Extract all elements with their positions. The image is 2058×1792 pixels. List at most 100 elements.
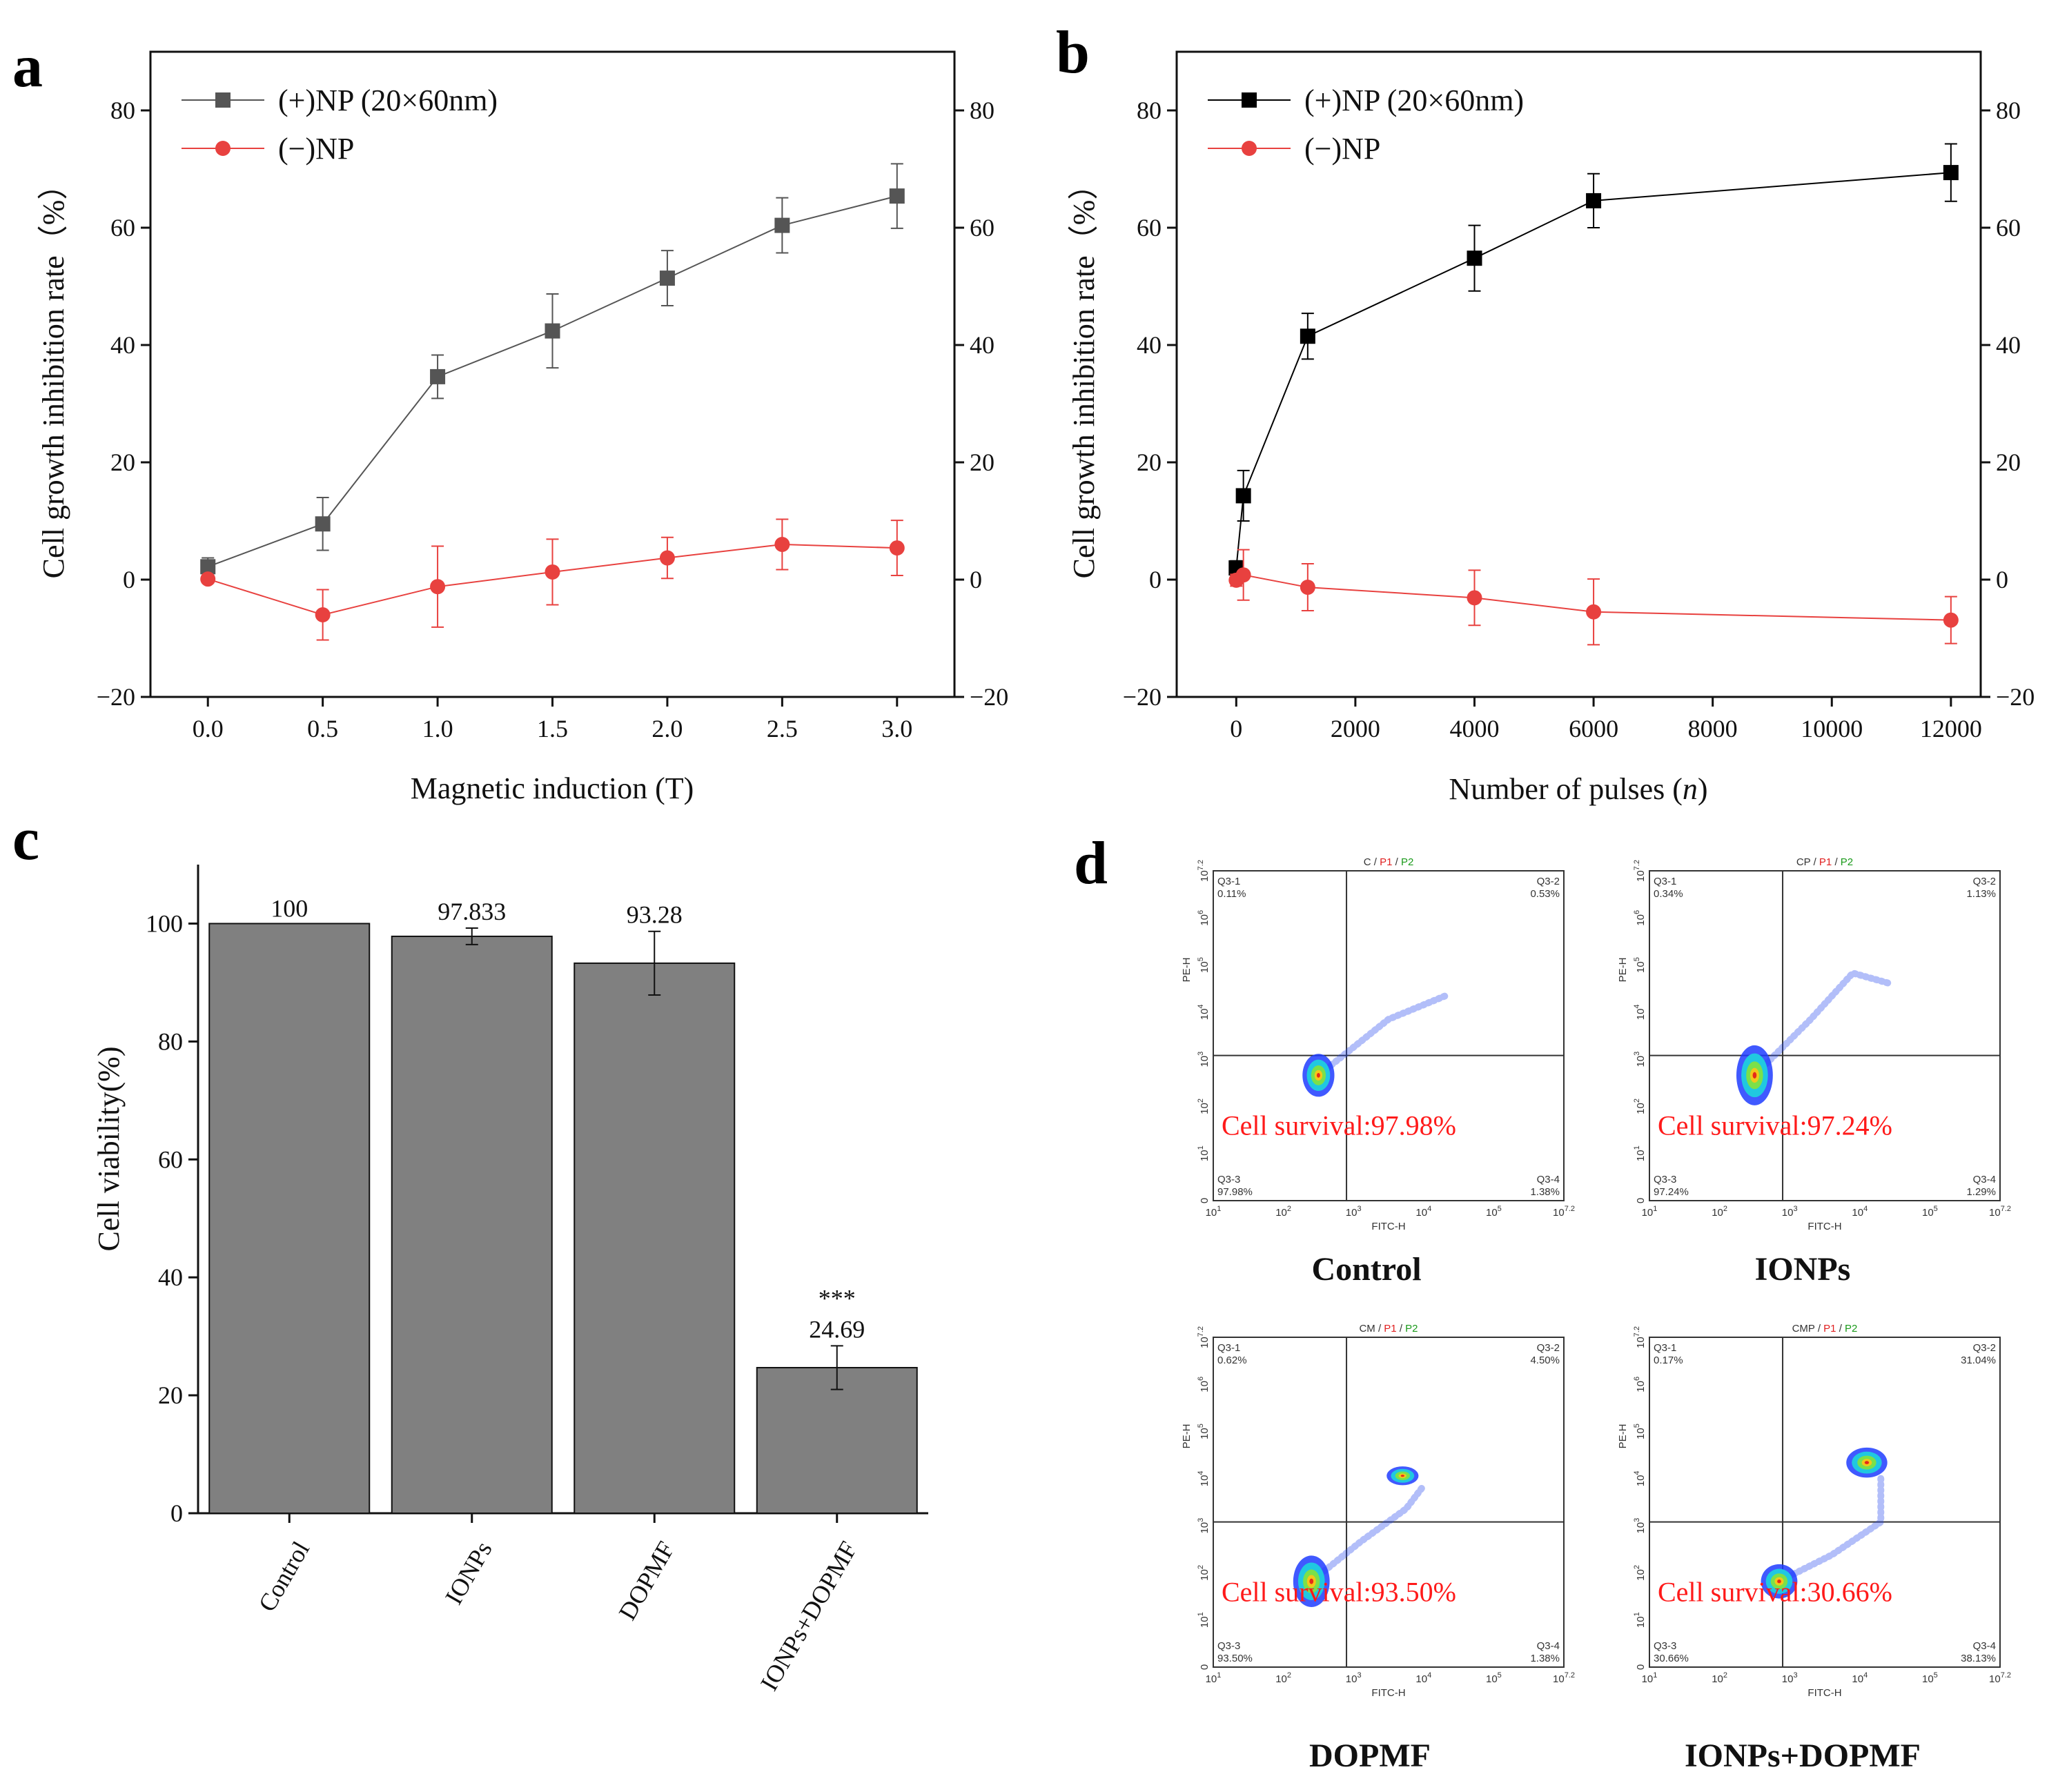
flow-y-tick-base: 10 [1635, 1616, 1647, 1628]
data-point [1586, 193, 1602, 208]
y-tick-label-right: 60 [970, 214, 994, 242]
series-line [1235, 172, 1951, 569]
flow-x-tick-exp: 7.2 [1565, 1671, 1575, 1680]
flow-x-tick-base: 10 [1782, 1207, 1794, 1219]
flow-x-tick-base: 10 [1415, 1207, 1427, 1219]
flow-y-tick-base: 10 [1199, 1337, 1211, 1348]
flow-x-tick-label: 104 [1415, 1205, 1431, 1219]
chart-b-xlabel: Number of pulses (n) [1449, 772, 1707, 806]
flow-x-tick-base: 10 [1852, 1673, 1863, 1685]
flow-x-tick-exp: 1 [1653, 1205, 1657, 1213]
quadrant-q2-label: Q3-2 [1537, 1342, 1560, 1354]
y-tick-label: 0 [170, 1499, 183, 1527]
flow-y-tick-base: 10 [1199, 1475, 1211, 1487]
data-point [545, 323, 560, 339]
data-point [1943, 165, 1959, 181]
cell-survival-label: Cell survival:97.24% [1658, 1110, 1892, 1141]
quadrant-q3-label: Q3-3 [1654, 1174, 1676, 1185]
flow-y-tick-exp: 1 [1633, 1145, 1641, 1150]
flow-y-tick-base: 10 [1199, 1569, 1211, 1581]
quadrant-q2-value: 1.13% [1966, 888, 1996, 900]
flow-y-tick-label: 104 [1633, 1470, 1647, 1486]
flow-x-tick-label: 107.2 [1989, 1205, 2011, 1219]
flow-y-tick-base: 10 [1635, 1475, 1647, 1487]
y-tick-label-left: 0 [1149, 566, 1162, 593]
flow-y-tick-label: 106 [1633, 1377, 1647, 1392]
quadrant-q1-value: 0.34% [1654, 888, 1683, 900]
flow-title-p2: P2 [1401, 856, 1413, 868]
y-tick-label: 40 [158, 1263, 183, 1291]
flow-x-tick-exp: 5 [1934, 1205, 1938, 1213]
flow-plot-frame [1649, 870, 2001, 1201]
flow-y-tick-label: 104 [1197, 1470, 1211, 1486]
flow-y-tick-label: 105 [1633, 957, 1647, 973]
flow-title-p2: P2 [1405, 1323, 1418, 1335]
cell-survival-label: Cell survival:93.50% [1222, 1576, 1456, 1607]
x-tick-label: 6000 [1569, 715, 1618, 742]
flow-x-tick-label: 101 [1206, 1205, 1222, 1219]
flow-x-tick-exp: 5 [1498, 1205, 1502, 1213]
flow-y-tick-label: 102 [1633, 1099, 1647, 1114]
data-point [889, 188, 905, 204]
flow-x-tick-base: 10 [1206, 1673, 1217, 1685]
flow-plot-title: CMP / P1 / P2 [1792, 1323, 1858, 1335]
chart-b-ylabel: Cell growth inhibition rate（%） [1067, 170, 1101, 579]
scatter-density-peak [1309, 1578, 1314, 1584]
flow-x-tick-base: 10 [1782, 1673, 1794, 1685]
bar [391, 935, 553, 1514]
data-point [1586, 604, 1602, 620]
flow-y-tick-base: 0 [1635, 1198, 1647, 1203]
y-tick-label-left: −20 [97, 683, 135, 711]
flow-x-tick-exp: 4 [1863, 1671, 1868, 1680]
flow-x-tick-base: 10 [1922, 1673, 1934, 1685]
flow-y-tick-exp: 5 [1197, 1424, 1205, 1428]
quadrant-q3-value: 97.24% [1654, 1186, 1689, 1198]
y-tick-label: 20 [158, 1381, 183, 1409]
flow-y-tick-label: 107.2 [1197, 1326, 1211, 1348]
flow-plot-title: C / P1 / P2 [1364, 856, 1414, 868]
flow-x-tick-label: 101 [1206, 1671, 1222, 1685]
flow-x-tick-base: 10 [1553, 1207, 1565, 1219]
quadrant-q3-value: 30.66% [1654, 1653, 1689, 1664]
flow-x-tick-label: 103 [1782, 1671, 1798, 1685]
quadrant-q4-value: 1.38% [1530, 1186, 1560, 1198]
x-tick-label: 3.0 [881, 715, 912, 742]
y-tick-label-left: −20 [1123, 683, 1162, 711]
quadrant-q4-label: Q3-4 [1537, 1640, 1560, 1652]
quadrant-q2-value: 0.53% [1530, 888, 1560, 900]
flow-y-tick-exp: 6 [1197, 1377, 1205, 1381]
data-point [1235, 567, 1251, 583]
quadrant-q3-value: 97.98% [1217, 1186, 1253, 1198]
flow-x-tick-exp: 3 [1793, 1205, 1797, 1213]
bar-value-label: 93.28 [627, 901, 683, 929]
flow-y-tick-label: 0 [1635, 1198, 1647, 1203]
flow-y-tick-exp: 5 [1633, 1424, 1641, 1428]
scatter-density-peak [1864, 1461, 1870, 1464]
y-tick-label-right: −20 [970, 683, 1008, 711]
flow-title-p2: P2 [1845, 1323, 1857, 1335]
legend-label: (+)NP (20×60nm) [278, 83, 498, 117]
y-tick-label-right: 80 [970, 97, 994, 124]
flow-x-tick-label: 107.2 [1989, 1671, 2011, 1685]
flow-x-tick-base: 10 [1346, 1207, 1358, 1219]
x-tick-label: 4000 [1449, 715, 1499, 742]
x-tick-label: 0.5 [307, 715, 338, 742]
flow-y-tick-exp: 1 [1197, 1145, 1205, 1150]
quadrant-q3-label: Q3-3 [1217, 1640, 1240, 1652]
cell-survival-label: Cell survival:97.98% [1222, 1110, 1456, 1141]
quadrant-q1-label: Q3-1 [1654, 876, 1676, 887]
flow-x-tick-base: 10 [1415, 1673, 1427, 1685]
flow-x-tick-label: 105 [1922, 1671, 1938, 1685]
y-tick-label-right: 0 [1996, 566, 2008, 593]
flow-y-tick-label: 101 [1197, 1145, 1211, 1161]
flow-y-tick-label: 105 [1197, 957, 1211, 973]
flow-y-tick-exp: 7.2 [1197, 860, 1205, 870]
legend-marker [215, 92, 231, 108]
legend-label: (+)NP (20×60nm) [1304, 83, 1524, 117]
flow-y-tick-exp: 7.2 [1197, 1326, 1205, 1337]
flow-y-tick-exp: 2 [1197, 1099, 1205, 1103]
y-tick-label-left: 0 [123, 566, 135, 593]
flow-x-tick-exp: 7.2 [1565, 1205, 1575, 1213]
chart-a-ylabel: Cell growth inhibition rate（%） [37, 170, 70, 579]
flow-y-tick-label: 103 [1633, 1518, 1647, 1534]
